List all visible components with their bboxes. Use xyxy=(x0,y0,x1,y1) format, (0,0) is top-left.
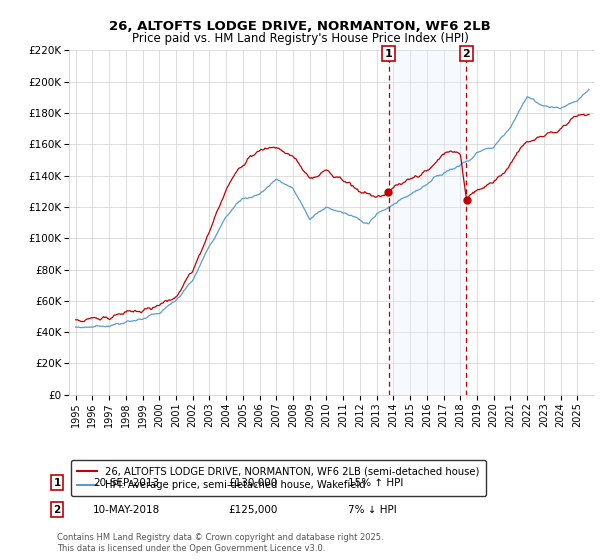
Text: 20-SEP-2013: 20-SEP-2013 xyxy=(93,478,159,488)
Text: 1: 1 xyxy=(385,49,392,59)
Text: 1: 1 xyxy=(53,478,61,488)
Text: 2: 2 xyxy=(463,49,470,59)
Text: 7% ↓ HPI: 7% ↓ HPI xyxy=(348,505,397,515)
Text: £125,000: £125,000 xyxy=(228,505,277,515)
Text: 2: 2 xyxy=(53,505,61,515)
Text: Price paid vs. HM Land Registry's House Price Index (HPI): Price paid vs. HM Land Registry's House … xyxy=(131,32,469,45)
Text: 26, ALTOFTS LODGE DRIVE, NORMANTON, WF6 2LB: 26, ALTOFTS LODGE DRIVE, NORMANTON, WF6 … xyxy=(109,20,491,32)
Bar xyxy=(389,50,466,395)
Text: £130,000: £130,000 xyxy=(228,478,277,488)
Legend: 26, ALTOFTS LODGE DRIVE, NORMANTON, WF6 2LB (semi-detached house), HPI: Average : 26, ALTOFTS LODGE DRIVE, NORMANTON, WF6 … xyxy=(71,460,486,496)
Text: 10-MAY-2018: 10-MAY-2018 xyxy=(93,505,160,515)
Text: Contains HM Land Registry data © Crown copyright and database right 2025.
This d: Contains HM Land Registry data © Crown c… xyxy=(57,534,383,553)
Text: 15% ↑ HPI: 15% ↑ HPI xyxy=(348,478,403,488)
